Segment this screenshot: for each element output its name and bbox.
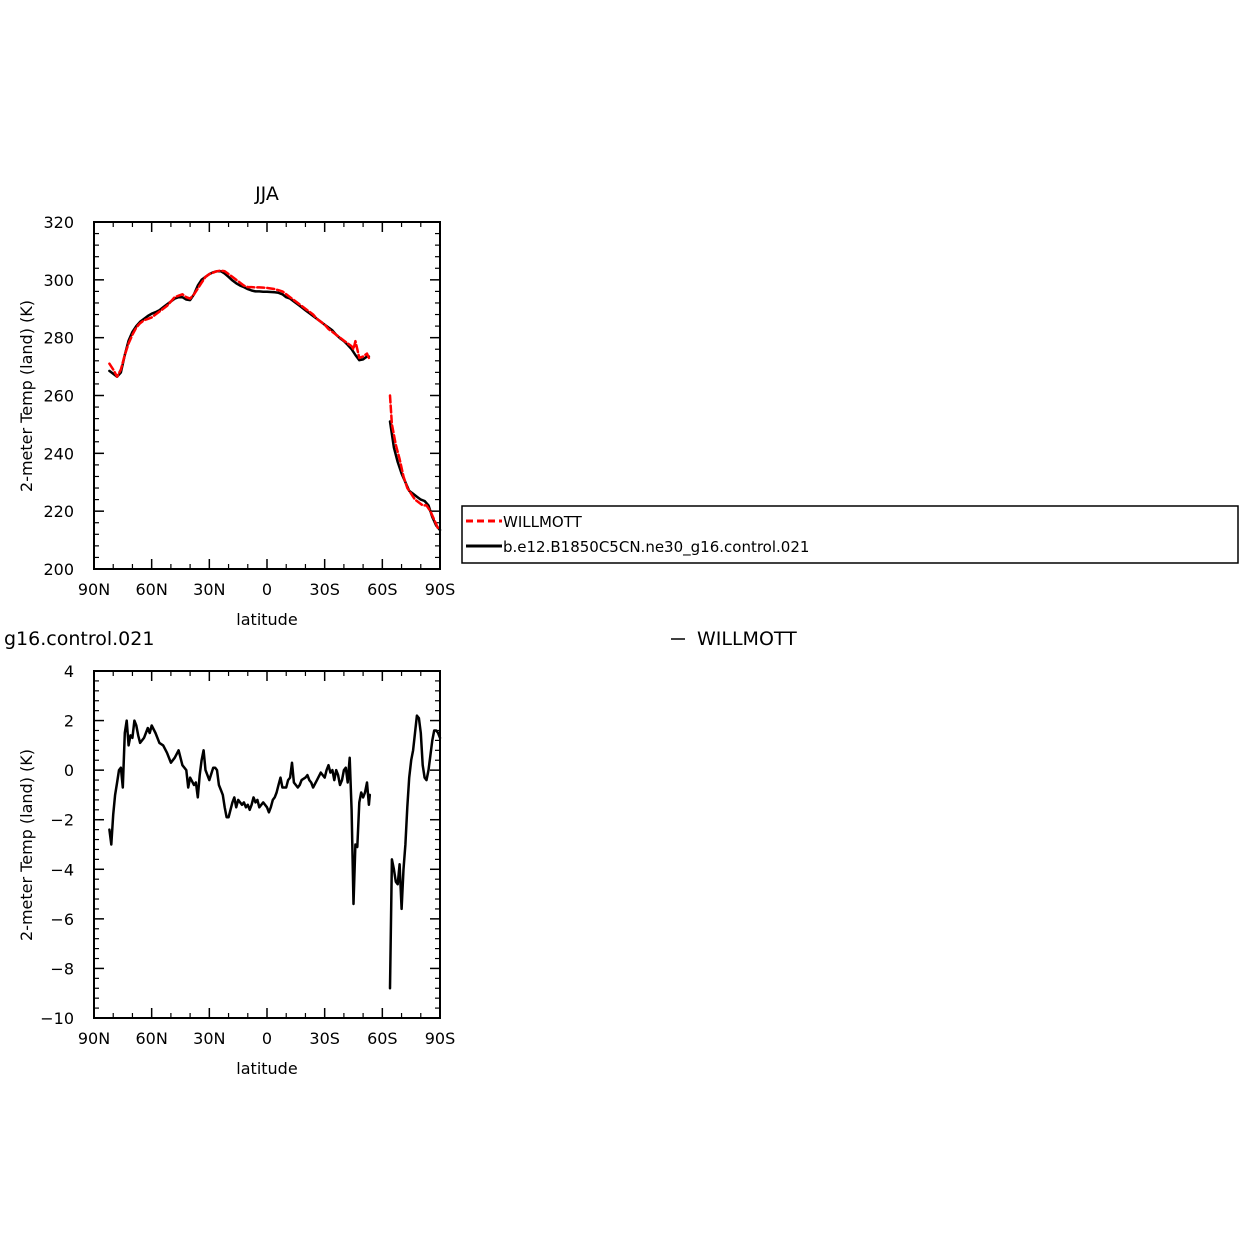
x-tick-label: 90S [425, 1029, 456, 1048]
x-tick-label: 30S [309, 1029, 340, 1048]
x-tick-label: 90N [78, 580, 110, 599]
y-tick-label: 200 [43, 560, 74, 579]
x-tick-label: 60S [367, 580, 398, 599]
top-legend: WILLMOTT b.e12.B1850C5CN.ne30_g16.contro… [461, 505, 1239, 564]
y-tick-label: 280 [43, 329, 74, 348]
x-tick-label: 0 [262, 1029, 272, 1048]
y-tick-label: 0 [64, 761, 74, 780]
y-tick-label: 2 [64, 712, 74, 731]
bottom-x-axis-label: latitude [236, 1059, 297, 1078]
y-tick-label: −2 [50, 811, 74, 830]
legend-label-obs: WILLMOTT [503, 513, 583, 531]
x-tick-label: 60S [367, 1029, 398, 1048]
legend-label-model: b.e12.B1850C5CN.ne30_g16.control.021 [503, 538, 809, 557]
series-line-obs [388, 394, 440, 530]
series-line-model [108, 269, 371, 378]
plot-frame [93, 670, 441, 1019]
x-tick-label: 90S [425, 580, 456, 599]
x-tick-label: 90N [78, 1029, 110, 1048]
plot-frame [93, 221, 441, 570]
series-line-obs [108, 269, 371, 378]
y-tick-label: 300 [43, 271, 74, 290]
series-line-model [108, 719, 372, 906]
top-panel-plot: 90N 60N 30N 0 30S 60S 90S 200 220 240 260 280 300 320 [43, 213, 455, 599]
x-tick-label: 30N [193, 580, 225, 599]
y-tick-label: 320 [43, 213, 74, 232]
bottom-y-axis-label: 2-meter Temp (land) (K) [17, 749, 36, 941]
bottom-panel-title: g16.control.021 [4, 628, 154, 650]
series-line-model [388, 714, 442, 990]
x-tick-label: 60N [136, 580, 168, 599]
y-tick-label: 220 [43, 502, 74, 521]
top-panel-title: JJA [254, 183, 279, 205]
y-tick-label: 260 [43, 387, 74, 406]
x-tick-label: 30N [193, 1029, 225, 1048]
y-tick-label: −4 [50, 860, 74, 879]
bottom-right-legend-label: WILLMOTT [697, 628, 797, 650]
bottom-panel-plot: 90N 60N 30N 0 30S 60S 90S −10 −8 −6 −4 −2 0 2 4 [40, 662, 455, 1048]
y-tick-label: −6 [50, 910, 74, 929]
y-tick-label: 240 [43, 444, 74, 463]
x-tick-label: 60N [136, 1029, 168, 1048]
y-tick-label: 4 [64, 662, 74, 681]
y-tick-label: −8 [50, 959, 74, 978]
y-tick-label: −10 [40, 1009, 74, 1028]
legend-box [461, 505, 1239, 564]
x-tick-label: 0 [262, 580, 272, 599]
top-x-axis-label: latitude [236, 610, 297, 629]
top-y-axis-label: 2-meter Temp (land) (K) [17, 300, 36, 492]
bottom-right-legend: WILLMOTT [671, 628, 797, 650]
x-tick-label: 30S [309, 580, 340, 599]
